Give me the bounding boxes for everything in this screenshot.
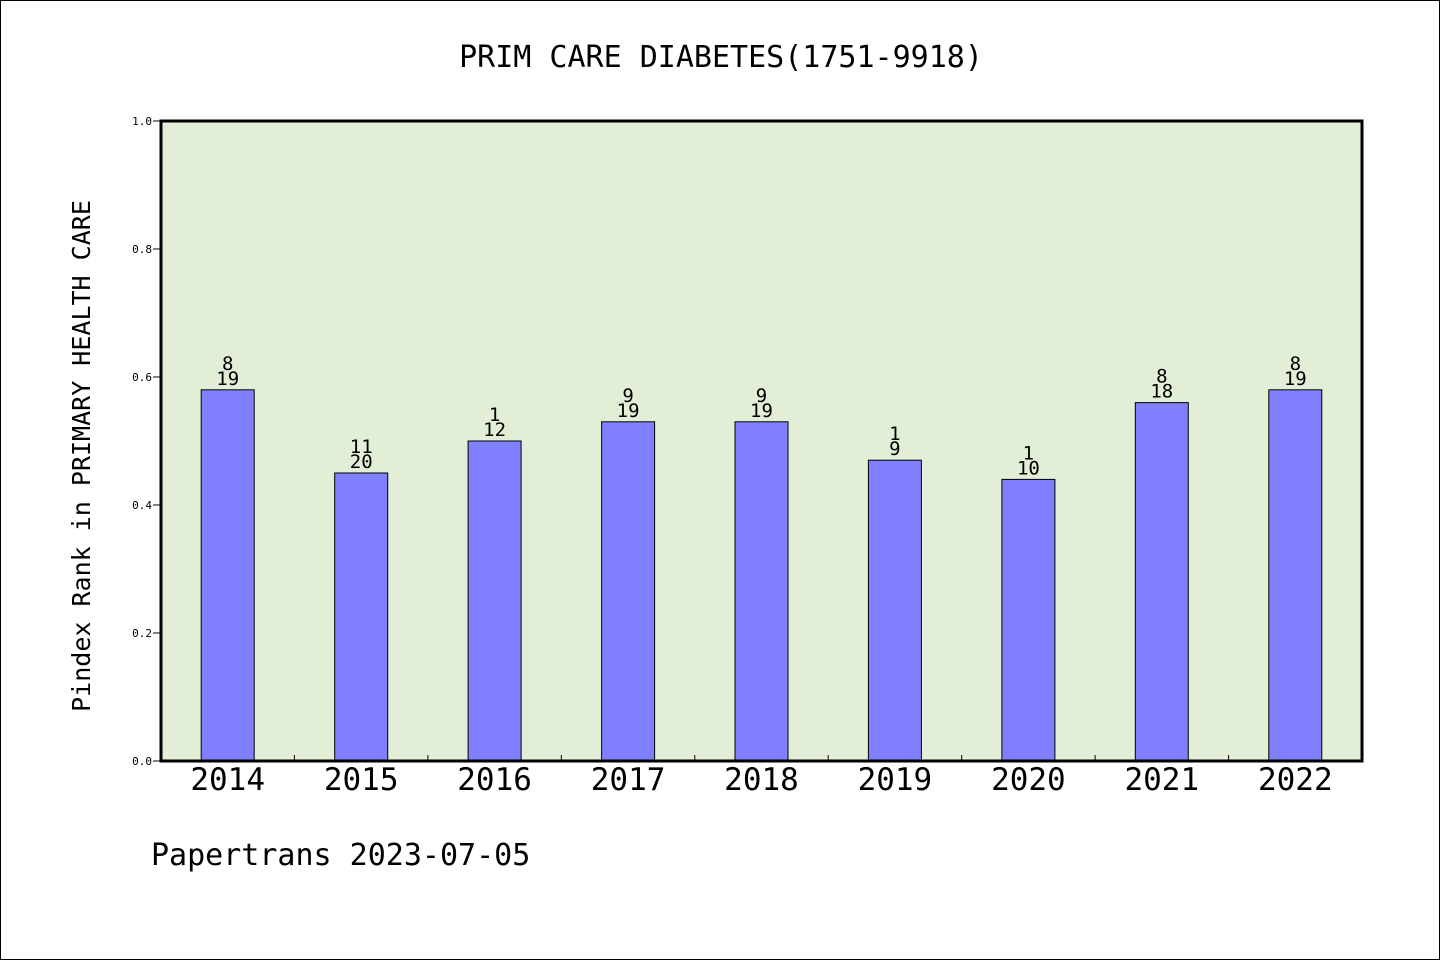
rank-label-2020: 1 xyxy=(1023,442,1034,464)
rank-label-2019: 1 xyxy=(889,423,900,445)
rank-label-2014: 8 xyxy=(222,353,233,375)
y-tick-label-0.6: 0.6 xyxy=(132,371,152,384)
bars xyxy=(200,389,1323,762)
total-label-2014: 19 xyxy=(216,368,239,390)
x-tick-label-2022: 2022 xyxy=(1258,762,1333,798)
bar-2014 xyxy=(200,389,255,762)
x-tick-label-2020: 2020 xyxy=(991,762,1066,798)
bar-2020 xyxy=(1001,478,1056,762)
plot-border xyxy=(159,119,1364,763)
y-tick-label-0.0: 0.0 xyxy=(132,755,152,768)
y-axis-label: Pindex Rank in PRIMARY HEALTH CARE xyxy=(67,200,96,712)
y-tick-label-0.8: 0.8 xyxy=(132,243,152,256)
bar-2015 xyxy=(334,472,389,762)
bar-2017 xyxy=(601,421,656,762)
x-axis-ticks: 2014 2015 2016 2017 2018 2019 2020 2021 2022 xyxy=(190,755,1333,798)
total-label-2019: 9 xyxy=(889,438,900,460)
x-tick-label-2019: 2019 xyxy=(858,762,933,798)
x-tick-label-2018: 2018 xyxy=(724,762,799,798)
total-label-2015: 20 xyxy=(350,451,373,473)
y-tick-label-0.4: 0.4 xyxy=(132,499,152,512)
x-tick-label-2015: 2015 xyxy=(324,762,399,798)
bar-2022 xyxy=(1268,389,1323,762)
bar-2019 xyxy=(867,459,922,762)
bar-2016 xyxy=(467,440,522,762)
y-tick-label-1.0: 1.0 xyxy=(132,115,152,128)
y-axis-ticks: 0.0 0.2 0.4 0.6 0.8 1.0 xyxy=(132,115,161,768)
total-label-2022: 19 xyxy=(1284,368,1307,390)
chart-title: PRIM CARE DIABETES(1751-9918) xyxy=(459,40,983,75)
bar-2021 xyxy=(1134,402,1189,762)
rank-label-2022: 8 xyxy=(1290,353,1301,375)
y-tick-label-0.2: 0.2 xyxy=(132,627,152,640)
rank-label-2016: 1 xyxy=(489,404,500,426)
total-label-2020: 10 xyxy=(1017,457,1040,479)
x-tick-label-2014: 2014 xyxy=(190,762,265,798)
total-label-2017: 19 xyxy=(617,400,640,422)
total-label-2018: 19 xyxy=(750,400,773,422)
rank-label-2017: 9 xyxy=(622,385,633,407)
x-tick-label-2021: 2021 xyxy=(1124,762,1199,798)
rank-label-2015: 11 xyxy=(350,436,373,458)
rank-label-2018: 9 xyxy=(756,385,767,407)
bar-2018 xyxy=(734,421,789,762)
footer-text: Papertrans 2023-07-05 xyxy=(151,838,530,873)
x-tick-label-2017: 2017 xyxy=(591,762,666,798)
x-tick-label-2016: 2016 xyxy=(457,762,532,798)
total-label-2016: 12 xyxy=(483,419,506,441)
rank-label-2021: 8 xyxy=(1156,366,1167,388)
total-label-2021: 18 xyxy=(1150,381,1173,403)
